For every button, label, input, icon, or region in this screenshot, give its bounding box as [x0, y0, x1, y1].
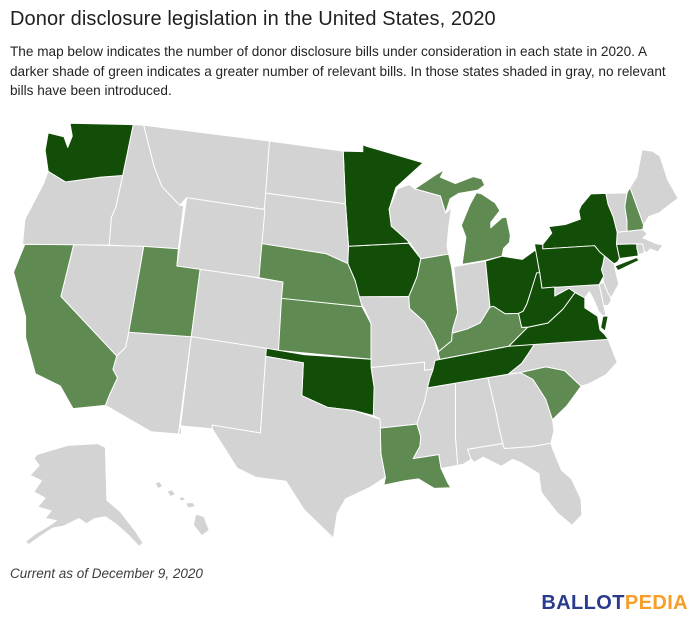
state-vt[interactable]: Vermont	[605, 192, 628, 233]
state-mi[interactable]: Michigan	[460, 192, 511, 265]
logo-pedia: PEDIA	[624, 592, 688, 614]
state-or[interactable]: Oregon	[22, 170, 124, 246]
us-map-svg: AlabamaAlaskaArizonaArkansasCaliforniaCo…	[13, 122, 679, 547]
state-ia[interactable]: Iowa	[347, 242, 422, 298]
state-wy[interactable]: Wyoming	[176, 197, 266, 279]
state-pa[interactable]: Pennsylvania	[533, 243, 605, 289]
state-hi[interactable]: Hawaii	[192, 513, 210, 537]
state-ct[interactable]: Connecticut	[615, 243, 639, 259]
state-me[interactable]: Maine	[629, 149, 679, 226]
state-ak[interactable]: Alaska	[25, 443, 144, 547]
state-mi[interactable]: Michigan	[414, 169, 486, 214]
state-hi[interactable]: Hawaii	[166, 489, 176, 497]
state-wv[interactable]: West Virginia	[518, 272, 576, 328]
state-hi[interactable]: Hawaii	[184, 501, 197, 509]
state-ny[interactable]: New York	[614, 256, 640, 272]
state-ms[interactable]: Mississippi	[412, 382, 459, 469]
state-hi[interactable]: Hawaii	[154, 480, 164, 490]
state-ri[interactable]: Rhode Island	[636, 243, 645, 255]
state-co[interactable]: Colorado	[190, 267, 284, 351]
state-wa[interactable]: Washington	[44, 122, 134, 183]
state-ks[interactable]: Kansas	[278, 297, 372, 360]
logo-ballot: BALLOT	[541, 592, 625, 614]
us-choropleth-map: AlabamaAlaskaArizonaArkansasCaliforniaCo…	[0, 111, 700, 549]
footnote-current-as-of: Current as of December 9, 2020	[10, 566, 203, 581]
state-nm[interactable]: New Mexico	[177, 336, 267, 435]
state-tx[interactable]: Texas	[211, 355, 386, 539]
page-title: Donor disclosure legislation in the Unit…	[10, 8, 496, 30]
state-va[interactable]: Virginia	[600, 315, 609, 332]
map-description: The map below indicates the number of do…	[10, 44, 666, 99]
ballotpedia-logo: BALLOTPEDIA	[541, 592, 688, 615]
state-sc[interactable]: South Carolina	[519, 366, 582, 421]
state-fl[interactable]: Florida	[466, 442, 583, 526]
state-wi[interactable]: Wisconsin	[388, 183, 453, 260]
state-hi[interactable]: Hawaii	[178, 496, 186, 502]
